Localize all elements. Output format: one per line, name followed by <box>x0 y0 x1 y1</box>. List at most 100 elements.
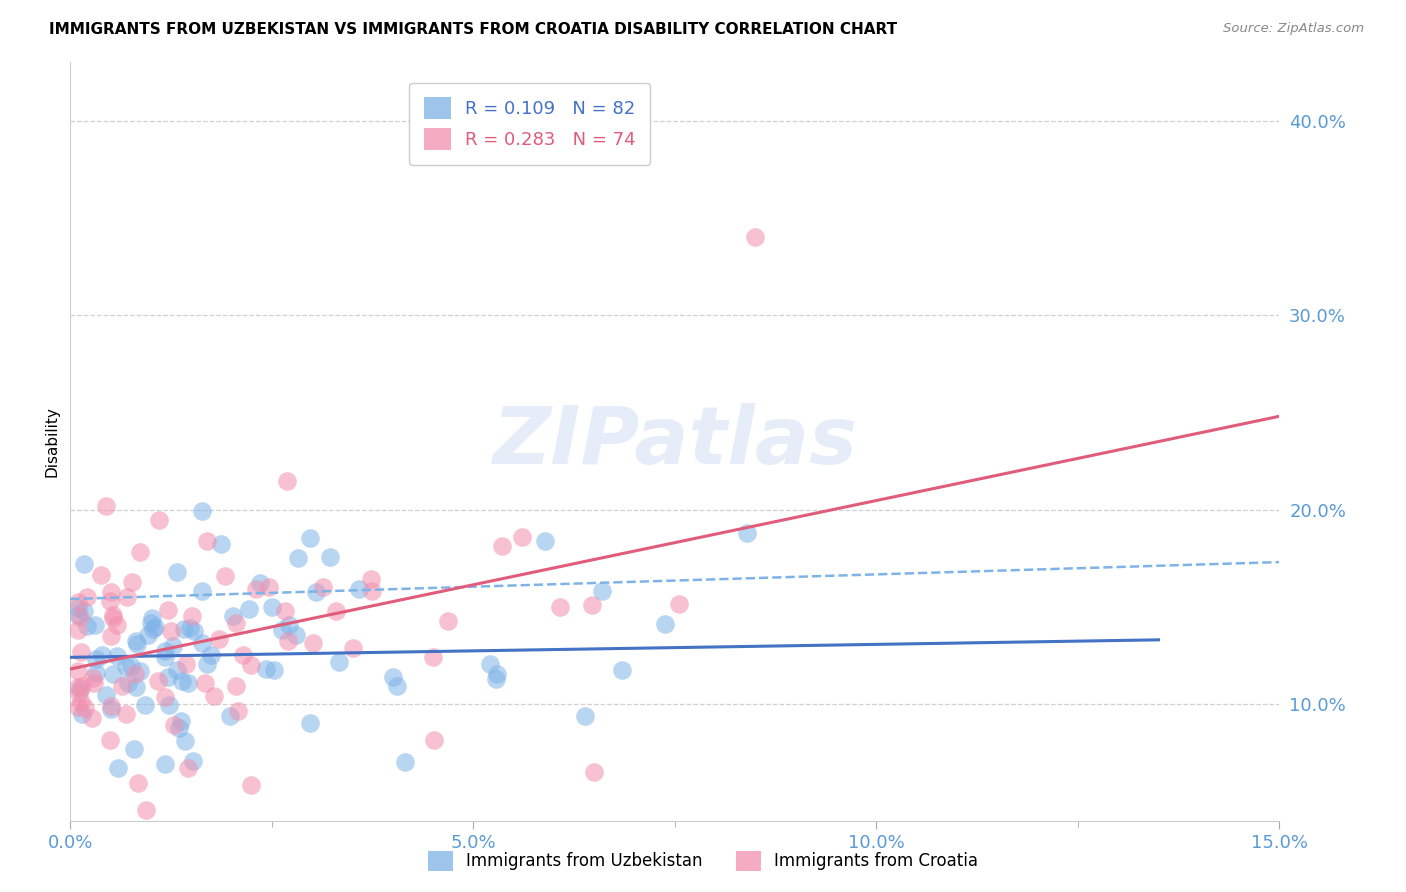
Point <box>190 636 212 650</box>
Point <box>120 659 142 673</box>
Point <box>654 617 676 632</box>
Point <box>305 585 328 599</box>
Point <box>209 537 232 551</box>
Point <box>263 663 285 677</box>
Point <box>86 665 108 680</box>
Point <box>101 666 124 681</box>
Point <box>105 648 128 663</box>
Point <box>177 676 200 690</box>
Point <box>195 533 218 548</box>
Point <box>191 584 214 599</box>
Text: Source: ZipAtlas.com: Source: ZipAtlas.com <box>1223 22 1364 36</box>
Point <box>141 611 163 625</box>
Point <box>67 700 90 714</box>
Point <box>347 582 370 596</box>
Point <box>83 675 105 690</box>
Point <box>98 594 121 608</box>
Point <box>254 662 277 676</box>
Point <box>148 513 170 527</box>
Point <box>325 604 347 618</box>
Point <box>101 608 124 623</box>
Point <box>67 594 90 608</box>
Point <box>177 761 200 775</box>
Point <box>249 576 271 591</box>
Point <box>277 633 299 648</box>
Point <box>284 628 307 642</box>
Point <box>610 663 633 677</box>
Point <box>225 679 247 693</box>
Point <box>174 657 197 672</box>
Point <box>228 704 250 718</box>
Point <box>510 530 533 544</box>
Point <box>744 230 766 244</box>
Point <box>98 732 121 747</box>
Point <box>422 650 444 665</box>
Point <box>76 619 98 633</box>
Point <box>548 599 571 614</box>
Point <box>69 681 91 696</box>
Legend: Immigrants from Uzbekistan, Immigrants from Croatia: Immigrants from Uzbekistan, Immigrants f… <box>419 842 987 880</box>
Point <box>67 680 90 694</box>
Point <box>75 700 97 714</box>
Point <box>146 674 169 689</box>
Point <box>67 608 90 623</box>
Point <box>67 664 90 678</box>
Point <box>124 667 146 681</box>
Point <box>127 637 149 651</box>
Point <box>94 499 117 513</box>
Point <box>232 648 254 662</box>
Point <box>298 531 321 545</box>
Point <box>72 706 94 721</box>
Point <box>67 624 90 638</box>
Point <box>142 622 165 636</box>
Point <box>218 709 240 723</box>
Point <box>139 616 162 631</box>
Point <box>128 664 150 678</box>
Point <box>319 549 342 564</box>
Point <box>287 550 309 565</box>
Point <box>156 670 179 684</box>
Text: ZIPatlas: ZIPatlas <box>492 402 858 481</box>
Point <box>200 648 222 663</box>
Point <box>100 701 122 715</box>
Point <box>204 689 226 703</box>
Point <box>276 475 298 489</box>
Point <box>214 569 236 583</box>
Point <box>437 614 460 628</box>
Point <box>382 670 405 684</box>
Point <box>105 618 128 632</box>
Point <box>157 698 180 712</box>
Point <box>143 620 166 634</box>
Point <box>208 632 231 646</box>
Point <box>240 778 263 792</box>
Point <box>360 583 382 598</box>
Point <box>135 803 157 817</box>
Point <box>115 591 138 605</box>
Point <box>84 618 107 632</box>
Point <box>76 590 98 604</box>
Point <box>72 604 94 618</box>
Point <box>385 679 408 693</box>
Point <box>735 526 758 541</box>
Point <box>125 680 148 694</box>
Point <box>278 617 301 632</box>
Point <box>84 652 107 666</box>
Point <box>169 721 191 735</box>
Point <box>122 742 145 756</box>
Point <box>121 575 143 590</box>
Point <box>259 580 281 594</box>
Point <box>134 698 156 712</box>
Point <box>581 599 603 613</box>
Point <box>162 639 184 653</box>
Point <box>100 629 122 643</box>
Point <box>181 609 204 624</box>
Point <box>128 545 150 559</box>
Point <box>117 675 139 690</box>
Point <box>222 608 245 623</box>
Point <box>82 671 104 685</box>
Point <box>69 609 91 624</box>
Point <box>423 732 446 747</box>
Point <box>342 641 364 656</box>
Legend: R = 0.109   N = 82, R = 0.283   N = 74: R = 0.109 N = 82, R = 0.283 N = 74 <box>409 83 651 165</box>
Point <box>270 623 292 637</box>
